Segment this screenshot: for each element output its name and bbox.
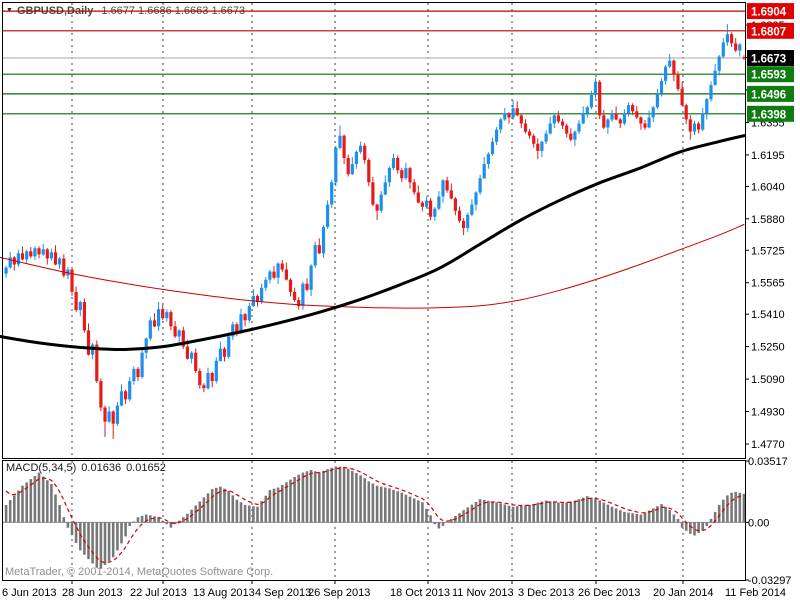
price-tick-label: 1.6040 [751, 181, 785, 193]
price-tick-label: 1.5565 [751, 278, 785, 290]
date-tick-label: 3 Dec 2013 [518, 587, 574, 599]
date-tick-label: 22 Jul 2013 [130, 587, 187, 599]
date-tick-label: 18 Oct 2013 [390, 587, 450, 599]
macd-signal-line [5, 467, 745, 564]
macd-value-signal: 0.01652 [126, 462, 166, 474]
price-tick-label: 1.5250 [751, 342, 785, 354]
price-badge-label: 1.6398 [751, 109, 787, 121]
slow-ma [0, 134, 746, 351]
price-badge-label: 1.6496 [751, 89, 786, 101]
price-badge [747, 3, 794, 20]
price-tick-label: 1.5410 [751, 309, 785, 321]
price-badge [747, 105, 794, 122]
macd-indicator-label: MACD(5,34,5) 0.01636 0.01652 [6, 462, 171, 474]
long-ma [0, 224, 745, 309]
time-axis[interactable]: 6 Jun 2013 28 Jun 2013 22 Jul 2013 13 Aug 2… [2, 580, 786, 599]
price-badge [747, 66, 794, 83]
price-tick-label: 1.5725 [751, 245, 785, 257]
price-badge-label: 1.6807 [751, 26, 786, 38]
price-tick-label: 1.4930 [751, 407, 785, 419]
macd-tick-label: 0.03517 [748, 456, 788, 468]
price-tick-label: 1.4770 [751, 439, 785, 451]
date-tick-label: 4 Sep 2013 [255, 587, 311, 599]
date-tick-label: 26 Dec 2013 [578, 587, 640, 599]
date-tick-label: 13 Aug 2013 [193, 587, 255, 599]
date-tick-label: 26 Sep 2013 [308, 587, 370, 599]
price-badge [747, 50, 794, 66]
moving-averages [0, 134, 746, 351]
price-tick-label: 1.5880 [751, 214, 785, 226]
candles [4, 24, 746, 439]
macd-pane [3, 466, 746, 569]
price-badge-label: 1.6593 [751, 70, 786, 82]
price-badge [747, 85, 794, 102]
date-tick-label: 11 Feb 2014 [725, 587, 786, 599]
price-badge [747, 22, 794, 39]
date-tick-label: 20 Jan 2014 [653, 587, 714, 599]
date-tick-label: 11 Nov 2013 [452, 587, 514, 599]
price-tick-label: 1.6195 [751, 150, 785, 162]
price-tick-label: 1.5090 [751, 374, 785, 386]
macd-tick-label: 0.00 [748, 517, 769, 529]
macd-name: MACD(5,34,5) [6, 462, 77, 474]
panel-borders [2, 2, 746, 581]
level-lines [3, 10, 745, 115]
price-badge-label: 1.6904 [751, 7, 787, 19]
price-badge-label: 1.6673 [751, 54, 786, 66]
date-tick-label: 6 Jun 2013 [2, 587, 56, 599]
macd-value-main: 0.01636 [81, 462, 122, 474]
date-tick-label: 28 Jun 2013 [62, 587, 123, 599]
price-axis[interactable]: 1.68351.66751.65151.63551.61951.60401.58… [745, 3, 794, 587]
copyright-text: MetaTrader, © 2001-2014, MetaQuotes Soft… [5, 566, 274, 578]
macd-tick-label: -0.03297 [748, 575, 791, 587]
